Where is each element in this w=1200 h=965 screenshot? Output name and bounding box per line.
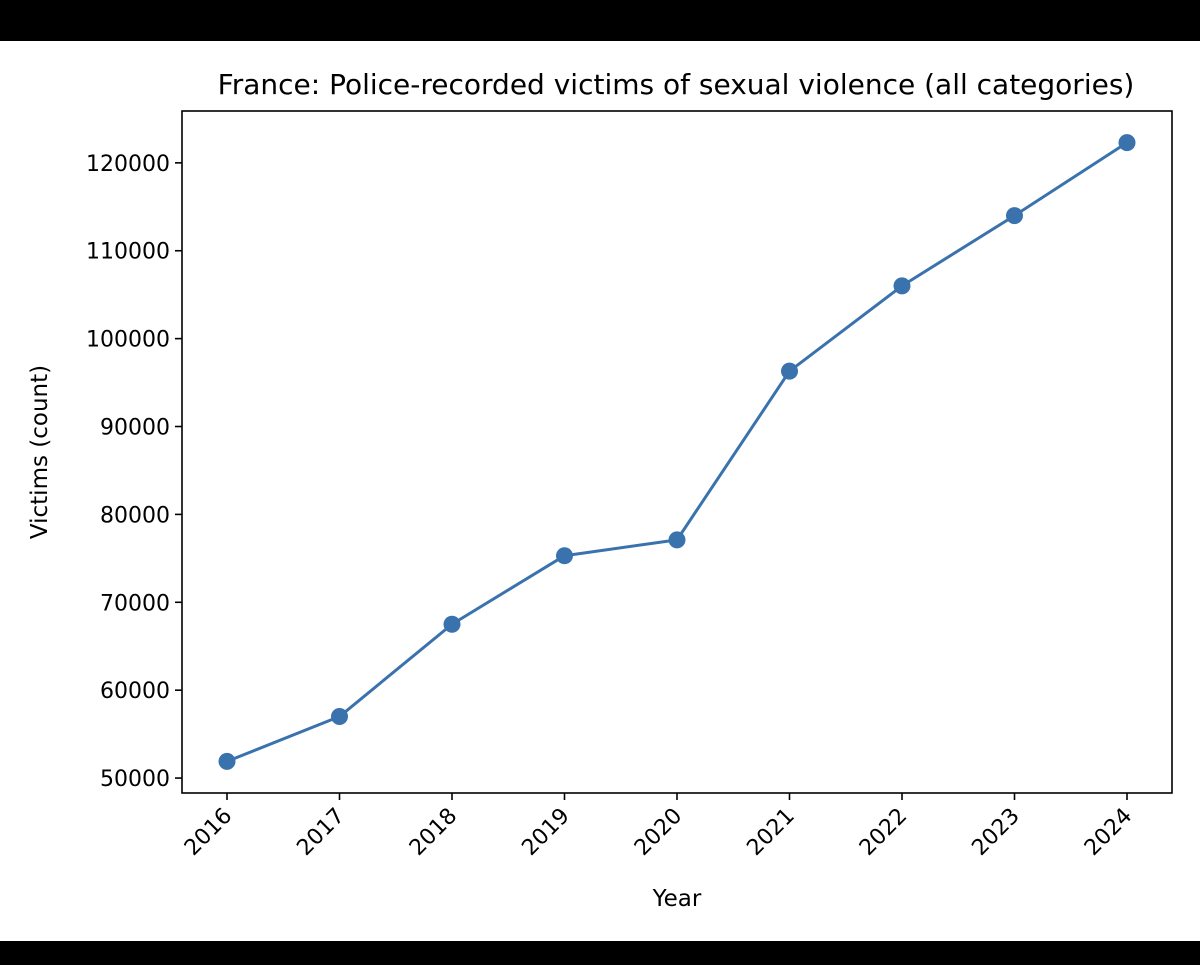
data-point (1118, 134, 1136, 152)
chart-canvas: France: Police-recorded victims of sexua… (0, 41, 1200, 941)
x-tick-label: 2020 (630, 804, 687, 861)
plot-frame (181, 110, 1173, 794)
y-tick-label: 100000 (86, 328, 170, 353)
series-line (226, 141, 1128, 763)
data-point (893, 277, 911, 295)
data-point (218, 752, 236, 770)
x-tick-label: 2017 (292, 804, 349, 861)
x-tick-label: 2021 (742, 804, 799, 861)
x-axis-ticks: 2016 2017 2018 2019 2020 2021 2022 2023 2024 (180, 793, 1137, 861)
chart-title: France: Police-recorded victims of sexua… (218, 68, 1135, 101)
y-tick-label: 50000 (100, 767, 170, 792)
data-point (443, 615, 461, 633)
x-tick-label: 2023 (967, 804, 1024, 861)
data-point (331, 708, 348, 726)
x-axis-label: Year (652, 886, 702, 912)
data-point (556, 547, 573, 565)
bottom-letterbox-band (0, 941, 1200, 965)
series-group (218, 134, 1136, 770)
data-point (1006, 207, 1023, 225)
x-tick-label: 2016 (180, 804, 237, 861)
y-tick-label: 70000 (100, 591, 170, 616)
y-axis-ticks: 50000 60000 70000 80000 90000 100000 110000 120… (86, 152, 182, 792)
x-tick-label: 2019 (517, 804, 574, 861)
line-chart: France: Police-recorded victims of sexua… (27, 68, 1173, 912)
y-tick-label: 80000 (100, 503, 170, 528)
y-axis-label: Victims (count) (27, 365, 53, 539)
x-tick-label: 2018 (405, 804, 462, 861)
x-tick-label: 2022 (855, 804, 912, 861)
x-tick-label: 2024 (1080, 804, 1137, 861)
data-point (668, 531, 686, 549)
y-tick-label: 90000 (100, 416, 170, 441)
y-tick-label: 120000 (86, 152, 170, 177)
y-tick-label: 110000 (86, 240, 170, 265)
top-letterbox-band (0, 0, 1200, 41)
y-tick-label: 60000 (100, 679, 170, 704)
data-point (781, 362, 798, 380)
